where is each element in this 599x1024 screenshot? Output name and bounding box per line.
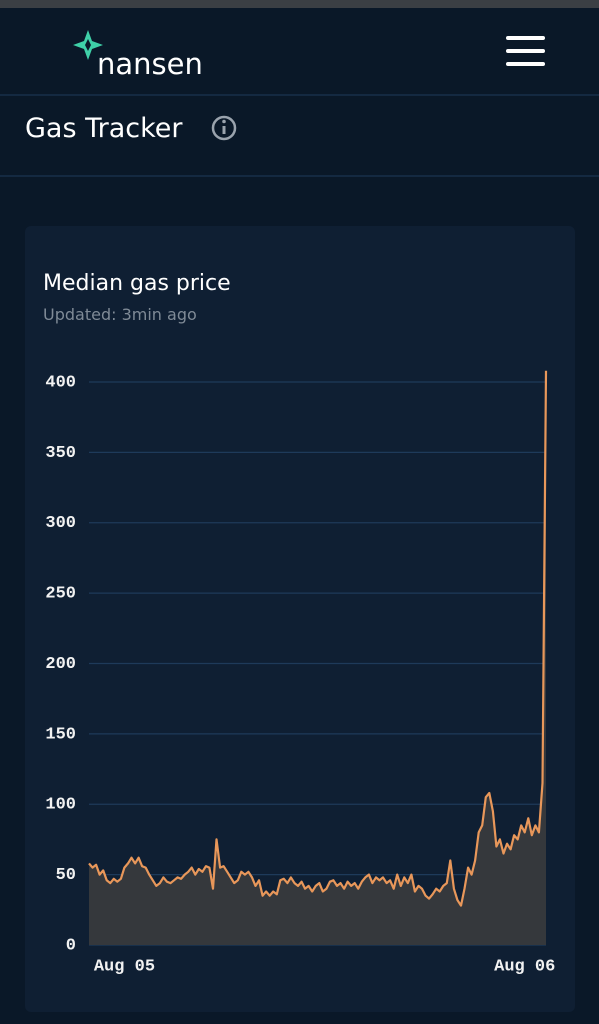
y-tick-label: 50 <box>56 866 76 885</box>
info-stem <box>222 126 226 134</box>
card <box>25 226 575 1012</box>
menu-button[interactable] <box>506 36 545 66</box>
logo-icon <box>73 30 103 60</box>
status-strip <box>0 0 599 8</box>
info-circle <box>211 115 237 141</box>
logo[interactable]: nansen <box>97 47 203 81</box>
y-tick-label: 200 <box>45 655 76 674</box>
y-tick-label: 250 <box>45 585 76 604</box>
y-tick-label: 100 <box>45 796 76 815</box>
y-tick-label: 350 <box>45 444 76 463</box>
y-tick-label: 0 <box>66 936 76 955</box>
y-tick-label: 300 <box>45 514 76 533</box>
area <box>89 370 546 945</box>
chart-subtitle: Updated: 3min ago <box>43 305 197 324</box>
y-tick-label: 400 <box>45 373 76 392</box>
line <box>88 370 548 907</box>
chart-title: Median gas price <box>43 271 231 296</box>
page-title: Gas Tracker <box>25 113 183 144</box>
info-icon[interactable] <box>211 115 237 141</box>
x-tick-label: Aug 06 <box>494 957 555 976</box>
info-dot <box>222 119 226 124</box>
x-tick-label: Aug 05 <box>94 957 155 976</box>
plot: 0 50 100 150 200 250 300 350 400 Aug 05 Aug 06 <box>45 370 555 976</box>
y-tick-label: 150 <box>45 725 76 744</box>
